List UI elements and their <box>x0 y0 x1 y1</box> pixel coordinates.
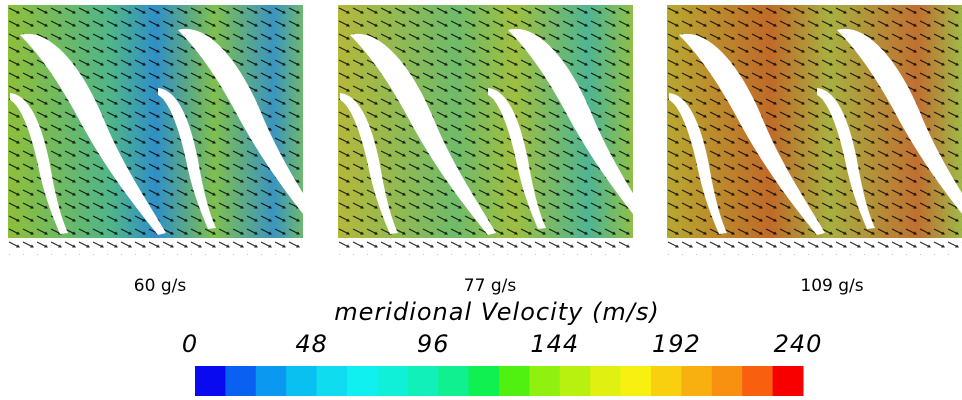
color-swatch <box>255 366 287 396</box>
velocity-panel <box>667 5 962 255</box>
velocity-panel <box>8 5 324 255</box>
color-swatch <box>529 366 561 396</box>
color-swatch <box>407 366 439 396</box>
color-swatch <box>681 366 713 396</box>
colorbar-tick-label: 48 <box>295 330 328 358</box>
colorbar-title: meridional Velocity (m/s) <box>334 298 659 326</box>
color-swatch <box>499 366 530 396</box>
color-swatch <box>711 366 743 396</box>
panel-label: 60 g/s <box>134 276 187 296</box>
color-swatch <box>316 366 348 396</box>
color-swatch <box>590 366 622 396</box>
color-swatch <box>195 366 226 396</box>
color-swatch <box>651 366 682 396</box>
colorbar-tick-label: 144 <box>530 330 579 358</box>
color-swatch <box>377 366 409 396</box>
velocity-panel <box>338 5 654 255</box>
colorbar-tick-label: 0 <box>182 330 198 358</box>
panels: 60 g/s 77 g/s 109 g/s <box>8 5 962 296</box>
color-swatch <box>742 366 774 396</box>
colorbar: meridional Velocity (m/s) 0 48 96 144 192 240 <box>182 298 823 396</box>
color-swatch <box>286 366 318 396</box>
colorbar-tick-label: 192 <box>652 330 701 358</box>
colorbar-tick-label: 96 <box>417 330 450 358</box>
color-swatch <box>620 366 652 396</box>
colorbar-tick-label: 240 <box>774 330 823 358</box>
color-swatch <box>772 366 804 396</box>
color-swatch <box>468 366 500 396</box>
color-swatch <box>347 366 378 396</box>
panel-label: 109 g/s <box>800 276 863 296</box>
color-swatch <box>225 366 257 396</box>
color-swatch <box>438 366 470 396</box>
panel-label: 77 g/s <box>464 276 517 296</box>
color-swatch <box>559 366 591 396</box>
